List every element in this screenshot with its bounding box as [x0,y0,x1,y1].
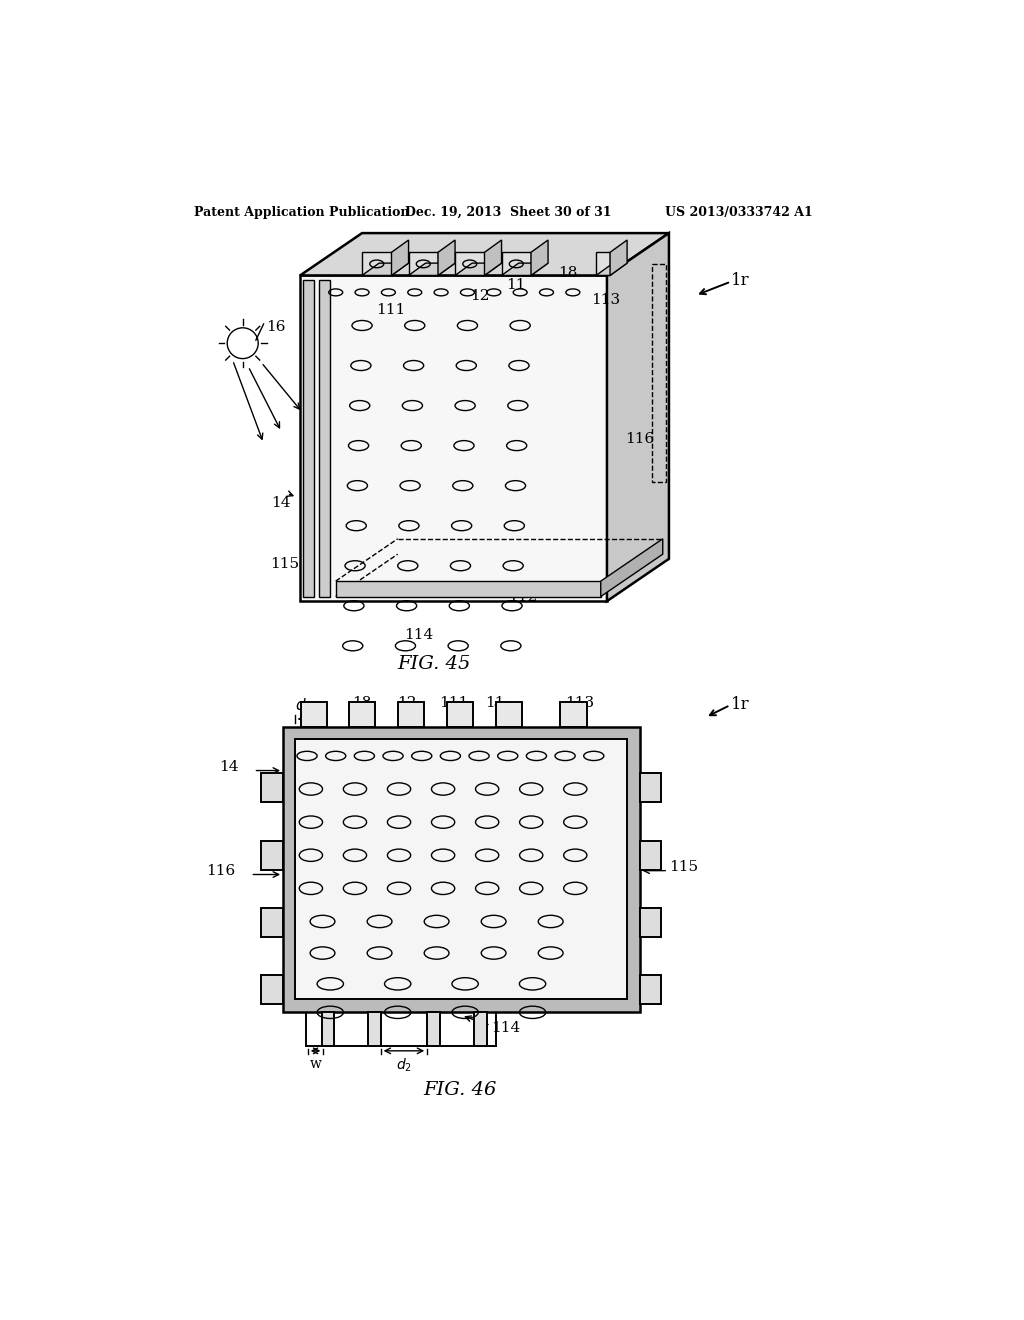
Polygon shape [261,908,283,937]
Text: 113: 113 [565,696,594,710]
Polygon shape [301,702,328,726]
Polygon shape [455,263,502,276]
Polygon shape [596,263,627,276]
Polygon shape [531,240,548,276]
Text: Dec. 19, 2013  Sheet 30 of 31: Dec. 19, 2013 Sheet 30 of 31 [406,206,612,219]
Polygon shape [409,263,455,276]
Polygon shape [640,841,662,870]
Text: Patent Application Publication: Patent Application Publication [194,206,410,219]
Polygon shape [474,1011,486,1047]
Polygon shape [391,240,409,276]
Polygon shape [318,280,330,597]
Polygon shape [336,581,601,597]
Polygon shape [409,252,438,276]
Polygon shape [322,1011,334,1047]
Text: w: w [309,1057,322,1071]
Text: 18: 18 [352,696,372,710]
Text: 115: 115 [270,557,299,572]
Text: 14: 14 [219,760,239,774]
Polygon shape [484,240,502,276]
Text: 114: 114 [490,1020,520,1035]
Text: 116: 116 [626,432,654,446]
Text: 16: 16 [266,321,286,334]
Polygon shape [300,234,669,276]
Text: 18: 18 [558,267,578,280]
Text: 11: 11 [485,696,505,710]
Text: 116: 116 [206,863,234,878]
Text: 111: 111 [376,304,406,317]
Polygon shape [261,774,283,803]
Text: $d_1$: $d_1$ [295,696,312,714]
Polygon shape [502,252,531,276]
Polygon shape [502,263,548,276]
Polygon shape [362,252,391,276]
Polygon shape [300,276,607,601]
Polygon shape [349,702,375,726]
Polygon shape [496,702,522,726]
Text: 1r: 1r [731,696,750,713]
Text: 111: 111 [439,696,468,710]
Text: 14: 14 [271,496,291,510]
Polygon shape [369,1011,381,1047]
Text: 114: 114 [404,628,433,642]
Text: 112: 112 [508,590,537,603]
Polygon shape [261,974,283,1003]
Text: 12: 12 [397,696,417,710]
Polygon shape [446,702,473,726]
Text: $d_2$: $d_2$ [396,1057,412,1074]
Polygon shape [427,1011,439,1047]
Text: 1r: 1r [731,272,750,289]
Polygon shape [362,263,409,276]
Polygon shape [610,240,627,276]
Polygon shape [640,908,662,937]
Polygon shape [455,252,484,276]
Text: 12: 12 [471,289,490,304]
Polygon shape [438,240,455,276]
Polygon shape [607,234,669,601]
Text: 115: 115 [669,859,698,874]
Polygon shape [596,252,610,276]
Polygon shape [303,280,314,597]
Text: FIG. 46: FIG. 46 [423,1081,497,1098]
Polygon shape [295,739,627,999]
Polygon shape [261,841,283,870]
Polygon shape [283,726,640,1011]
Polygon shape [640,774,662,803]
Text: 113: 113 [592,293,621,308]
Polygon shape [601,539,663,597]
Polygon shape [397,702,424,726]
Text: 11: 11 [506,277,525,292]
Text: FIG. 45: FIG. 45 [397,655,471,673]
Polygon shape [560,702,587,726]
Polygon shape [640,974,662,1003]
Text: US 2013/0333742 A1: US 2013/0333742 A1 [665,206,813,219]
